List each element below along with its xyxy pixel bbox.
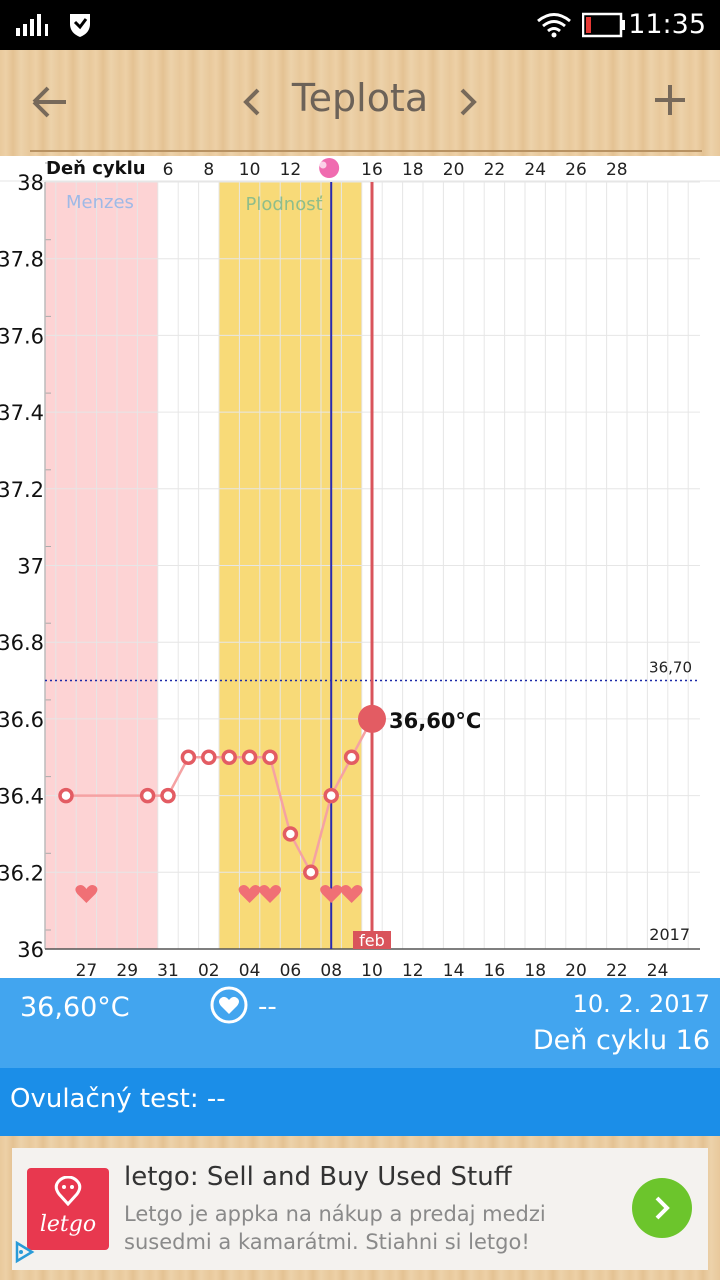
reference-line-label: 36,70 [649,659,692,677]
temperature-point [180,749,197,765]
ovulation-test-row[interactable]: Ovulačný test: -- [0,1068,720,1136]
ad-banner[interactable]: letgo letgo: Sell and Buy Used Stuff Let… [12,1148,708,1270]
top-tick-label: 20 [443,160,465,180]
chevron-left-icon[interactable] [240,86,264,118]
selected-date: 10. 2. 2017 [572,990,710,1018]
y-tick-label: 37.6 [0,324,44,348]
top-tick-label: 16 [361,160,383,180]
status-bar: 11:35 [0,0,720,50]
bottom-tick-label: 20 [565,961,587,978]
y-tick-label: 36.4 [0,785,44,809]
y-tick-label: 37.8 [0,248,44,272]
ovulation-test-label: Ovulačný test: -- [10,1084,226,1114]
bottom-tick-label: 18 [524,961,546,978]
page-title: Teplota [291,76,429,120]
bottom-tick-label: 06 [280,961,302,978]
current-temperature-point [358,704,386,733]
ad-description-2: susedmi a kamarátmi. Stiahni si letgo! [124,1230,530,1254]
top-tick-label: 26 [565,160,587,180]
chevron-right-icon[interactable] [456,86,480,118]
temperature-point [241,749,258,765]
top-tick-label: 10 [239,160,261,180]
temperature-point [139,787,156,804]
heart-icon [238,885,261,903]
temperature-point [303,864,319,881]
temperature-point [282,826,299,842]
y-tick-label: 36.2 [0,861,44,885]
bottom-tick-label: 14 [443,961,465,978]
bottom-tick-label: 29 [116,961,138,978]
chart-svg[interactable]: Menzes Plodnosť 36,70 Deň cyklu 6 8 10 12 16 18 20… [0,156,720,981]
info-panel: 36,60°C -- 10. 2. 2017 Deň cyklu 16 [0,978,720,1068]
bottom-tick-label: 12 [402,961,424,978]
y-tick-label: 36 [17,938,44,962]
y-tick-label: 36.8 [0,631,44,655]
bottom-tick-label: 10 [361,961,383,978]
ovulation-marker-shine [319,161,327,169]
top-tick-label: 24 [524,160,546,180]
heart-icon [340,885,363,903]
temperature-point [262,749,278,765]
temperature-point [58,787,74,804]
y-tick-label: 37.4 [0,401,44,425]
bottom-tick-label: 04 [239,961,261,978]
bottom-tick-label: 22 [606,961,628,978]
y-tick-label: 38 [17,171,44,195]
heart-icon [320,885,343,903]
month-tag [353,931,391,949]
top-tick-label: 6 [163,160,174,180]
year-label: 2017 [649,925,690,944]
bottom-tick-label: 27 [76,961,98,978]
current-temperature: 36,60°C [20,992,130,1023]
bottom-tick-label: 24 [647,961,669,978]
adchoices-icon[interactable] [12,1240,36,1264]
temperature-point [201,749,217,765]
back-arrow-icon[interactable] [30,82,70,122]
app-bar-divider [30,150,702,152]
current-temperature-label: 36,60°C [389,709,481,733]
top-tick-label: 12 [280,160,302,180]
temperature-chart[interactable]: Menzes Plodnosť 36,70 Deň cyklu 6 8 10 12 16 18 20… [0,156,720,981]
shield-icon [70,14,90,37]
temperature-point [323,787,339,804]
temperature-point [343,749,360,765]
y-tick-label: 37.2 [0,478,44,502]
ad-cta-button[interactable] [632,1178,692,1238]
ad-description-1: Letgo je appka na nákup a predaj medzi [124,1202,546,1226]
bottom-tick-label: 02 [198,961,220,978]
cycle-day-label: Deň cyklu 16 [532,1025,710,1056]
month-label: feb [359,931,385,950]
add-icon[interactable] [652,82,688,118]
bottom-tick-label: 31 [157,961,179,978]
letgo-pin-icon [54,1176,82,1206]
top-tick-label: 28 [606,160,628,180]
signal-icon [16,14,48,36]
ad-title: letgo: Sell and Buy Used Stuff [124,1162,512,1192]
heart-icon[interactable] [209,985,249,1025]
heart-value: -- [258,992,277,1022]
top-tick-label: 8 [203,160,214,180]
logo-text: letgo [39,1212,97,1237]
status-time: 11:35 [628,9,706,40]
heart-icon [259,885,281,903]
battery-icon [582,12,625,38]
bottom-tick-label: 08 [320,961,342,978]
y-tick-label: 37 [17,555,44,579]
temperature-point [160,787,176,804]
menses-zone-label: Menzes [66,192,134,213]
wifi-icon [537,13,571,38]
temperature-point [221,749,237,765]
bottom-tick-label: 16 [484,961,506,978]
top-axis-label: Deň cyklu [46,158,146,179]
top-tick-label: 18 [402,160,424,180]
ad-area: letgo letgo: Sell and Buy Used Stuff Let… [0,1136,720,1280]
letgo-logo: letgo [27,1168,109,1250]
fertility-zone-label: Plodnosť [246,194,323,215]
app-bar [0,50,720,156]
heart-icon [75,885,98,903]
top-tick-label: 22 [484,160,506,180]
y-tick-label: 36.6 [0,708,44,732]
chevron-right-icon [655,1196,670,1220]
